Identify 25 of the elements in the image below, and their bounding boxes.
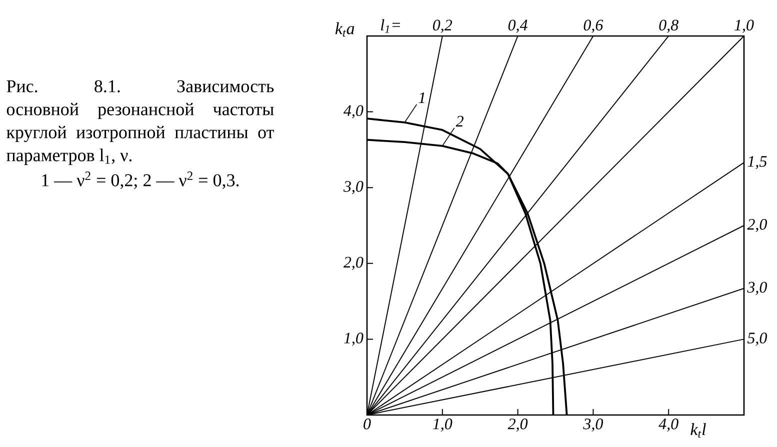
series-label: 0,6 <box>584 20 604 33</box>
x-tick-label: 3,0 <box>583 418 603 432</box>
series-label: 0,2 <box>433 20 452 33</box>
y-tick-label: 3,0 <box>343 181 364 194</box>
series-label: 3,0 <box>747 282 767 295</box>
series-label: 2 <box>456 116 464 127</box>
text: l$_{1}$= <box>381 19 400 33</box>
x-tick-label: 1,0 <box>432 418 452 432</box>
series-label: 1,0 <box>734 20 754 33</box>
text: 1 — ν$^{2}$ = 0,2; 2 — ν$^{2}$ = 0,3. <box>42 172 239 189</box>
x-tick-label: 4,0 <box>658 418 678 432</box>
series-label: 2,0 <box>747 218 767 232</box>
x-axis-title: k$_{t}$l <box>690 423 706 438</box>
series-label: 5,0 <box>747 332 767 346</box>
series-label: 1 <box>418 92 424 104</box>
y-tick-label: 2,0 <box>343 256 364 270</box>
y-tick-label: 4,0 <box>344 105 364 118</box>
y-axis-title: k$_{t}$a <box>335 22 354 37</box>
x-tick-label: 2,0 <box>508 418 528 432</box>
series-label: 1,5 <box>748 156 767 170</box>
series-label: 0,8 <box>659 20 678 33</box>
x-tick-label: 0 <box>364 418 371 430</box>
text: Рис. 8.1. Зависимость основной резонансной частоты круглой изотропной пластины от параметров l$_{1}$, ν. <box>6 80 274 165</box>
y-tick-label: 1,0 <box>344 332 364 346</box>
series-label: 0,4 <box>508 20 528 33</box>
